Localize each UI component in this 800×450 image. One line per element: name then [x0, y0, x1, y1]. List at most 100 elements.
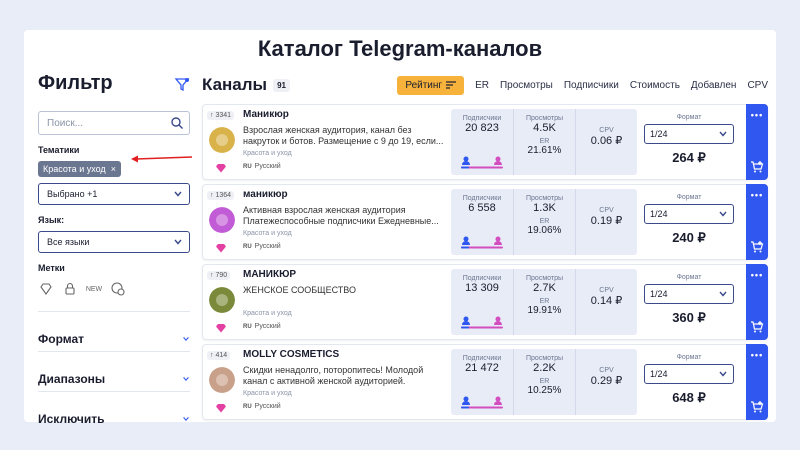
channel-card[interactable]: ↑ 1364 маникюр Активная взрослая женская… — [202, 184, 768, 260]
format-select[interactable]: 1/24 — [644, 284, 734, 304]
channel-card[interactable]: ↑ 790 МАНИКЮР ЖЕНСКОЕ СООБЩЕСТВО Красота… — [202, 264, 768, 340]
topic-tag[interactable]: Красота и уход × — [38, 161, 121, 177]
sort-tab-cpv[interactable]: CPV — [747, 79, 768, 91]
sort-tab-views[interactable]: Просмотры — [499, 79, 553, 91]
language-select-value: Все языки — [47, 237, 90, 247]
format-box: Формат 1/24 240 ₽ — [639, 189, 739, 255]
er-label: ER — [539, 218, 550, 225]
subscribers-label: Подписчики — [462, 195, 502, 202]
chevron-down-icon — [183, 376, 189, 381]
section-exclude[interactable]: Исключить — [38, 391, 190, 431]
channel-name[interactable]: Маникюр — [243, 109, 289, 120]
add-to-cart-icon[interactable] — [750, 320, 764, 334]
cpv-label: CPV — [599, 207, 614, 214]
format-label: Формат — [676, 114, 702, 121]
channel-stats: Подписчики 6 558 Просмотры 1.3K ER 19.06… — [451, 189, 637, 255]
section-format[interactable]: Формат — [38, 311, 190, 351]
lock-icon[interactable] — [62, 281, 78, 297]
cpv-value: 0.29 ₽ — [590, 375, 623, 387]
format-value: 1/24 — [650, 369, 668, 379]
funnel-reset-icon[interactable] — [174, 76, 190, 92]
filter-sidebar: Фильтр Поиск... Тематики Красота и уход … — [38, 72, 190, 431]
sort-tab-rating[interactable]: Рейтинг — [397, 75, 465, 95]
price: 240 ₽ — [672, 230, 706, 245]
more-icon[interactable]: ••• — [750, 270, 764, 280]
channel-name[interactable]: маникюр — [243, 189, 288, 200]
add-to-cart-icon[interactable] — [750, 160, 764, 174]
language-select[interactable]: Все языки — [38, 231, 190, 253]
filter-title: Фильтр — [38, 72, 113, 94]
channel-avatar[interactable] — [209, 127, 235, 153]
diamond-icon — [216, 324, 226, 333]
card-actions: ••• — [746, 184, 768, 260]
format-select[interactable]: 1/24 — [644, 124, 734, 144]
sort-icon — [446, 81, 457, 89]
diamond-icon — [216, 164, 226, 173]
channel-language: RU Русский — [243, 403, 281, 410]
sort-tab-cost[interactable]: Стоимость — [629, 79, 680, 91]
format-value: 1/24 — [650, 129, 668, 139]
channel-card[interactable]: ↑ 3341 Маникюр Взрослая женская аудитори… — [202, 104, 768, 180]
rank-badge: ↑ 3341 — [207, 111, 235, 120]
views-value: 2.7K — [533, 282, 556, 294]
channel-description: Скидки ненадолго, поторопитесь! Молодой … — [243, 365, 424, 386]
cpv-label: CPV — [599, 367, 614, 374]
views-value: 1.3K — [533, 202, 556, 214]
diamond-icon — [216, 244, 226, 253]
card-actions: ••• — [746, 264, 768, 340]
er-value: 21.61% — [527, 145, 562, 156]
cpv-value: 0.06 ₽ — [590, 135, 623, 147]
diamond-icon[interactable] — [38, 281, 54, 297]
more-icon[interactable]: ••• — [750, 350, 764, 360]
sort-tab-subscribers[interactable]: Подписчики — [563, 79, 619, 91]
format-label: Формат — [676, 194, 702, 201]
channel-avatar[interactable] — [209, 367, 235, 393]
rank-badge: ↑ 790 — [207, 271, 231, 280]
more-icon[interactable]: ••• — [750, 110, 764, 120]
sort-tabs: Рейтинг ER Просмотры Подписчики Стоимост… — [397, 75, 768, 95]
format-box: Формат 1/24 264 ₽ — [639, 109, 739, 175]
channel-language: RU Русский — [243, 243, 281, 250]
channel-avatar[interactable] — [209, 207, 235, 233]
channel-language: RU Русский — [243, 163, 281, 170]
channel-stats: Подписчики 13 309 Просмотры 2.7K ER 19.9… — [451, 269, 637, 335]
channel-card[interactable]: ↑ 414 MOLLY COSMETICS Скидки ненадолго, … — [202, 344, 768, 420]
channel-category: Красота и уход — [243, 390, 292, 397]
cpv-value: 0.19 ₽ — [590, 215, 623, 227]
channel-avatar[interactable] — [209, 287, 235, 313]
format-label: Формат — [676, 354, 702, 361]
sort-tab-er[interactable]: ER — [475, 79, 489, 91]
new-mark[interactable]: NEW — [85, 285, 103, 293]
sort-tab-added[interactable]: Добавлен — [690, 79, 737, 91]
search-input[interactable]: Поиск... — [38, 111, 190, 135]
price: 264 ₽ — [672, 150, 706, 165]
chat-icon[interactable] — [110, 281, 126, 297]
channel-language: RU Русский — [243, 323, 281, 330]
language-code: RU — [243, 404, 252, 410]
channel-list: ↑ 3341 Маникюр Взрослая женская аудитори… — [202, 104, 768, 420]
channel-name[interactable]: MOLLY COSMETICS — [243, 349, 340, 360]
red-arrow-annotation — [131, 155, 193, 163]
search-placeholder: Поиск... — [47, 117, 84, 129]
more-icon[interactable]: ••• — [750, 190, 764, 200]
card-actions: ••• — [746, 104, 768, 180]
add-to-cart-icon[interactable] — [750, 400, 764, 414]
format-box: Формат 1/24 648 ₽ — [639, 349, 739, 415]
language-label: Язык: — [38, 215, 65, 225]
gender-split-icon — [461, 236, 503, 249]
channel-name[interactable]: МАНИКЮР — [243, 269, 297, 280]
add-to-cart-icon[interactable] — [750, 240, 764, 254]
channel-category: Красота и уход — [243, 150, 292, 157]
gender-split-icon — [461, 396, 503, 409]
er-value: 19.91% — [527, 305, 562, 316]
chevron-down-icon — [183, 336, 189, 341]
search-icon[interactable] — [170, 116, 184, 130]
section-label: Диапазоны — [38, 371, 106, 386]
format-select[interactable]: 1/24 — [644, 364, 734, 384]
section-label: Исключить — [38, 411, 105, 426]
section-ranges[interactable]: Диапазоны — [38, 351, 190, 391]
topics-select[interactable]: Выбрано +1 — [38, 183, 190, 205]
er-label: ER — [539, 138, 550, 145]
format-select[interactable]: 1/24 — [644, 204, 734, 224]
close-icon[interactable]: × — [110, 164, 116, 174]
